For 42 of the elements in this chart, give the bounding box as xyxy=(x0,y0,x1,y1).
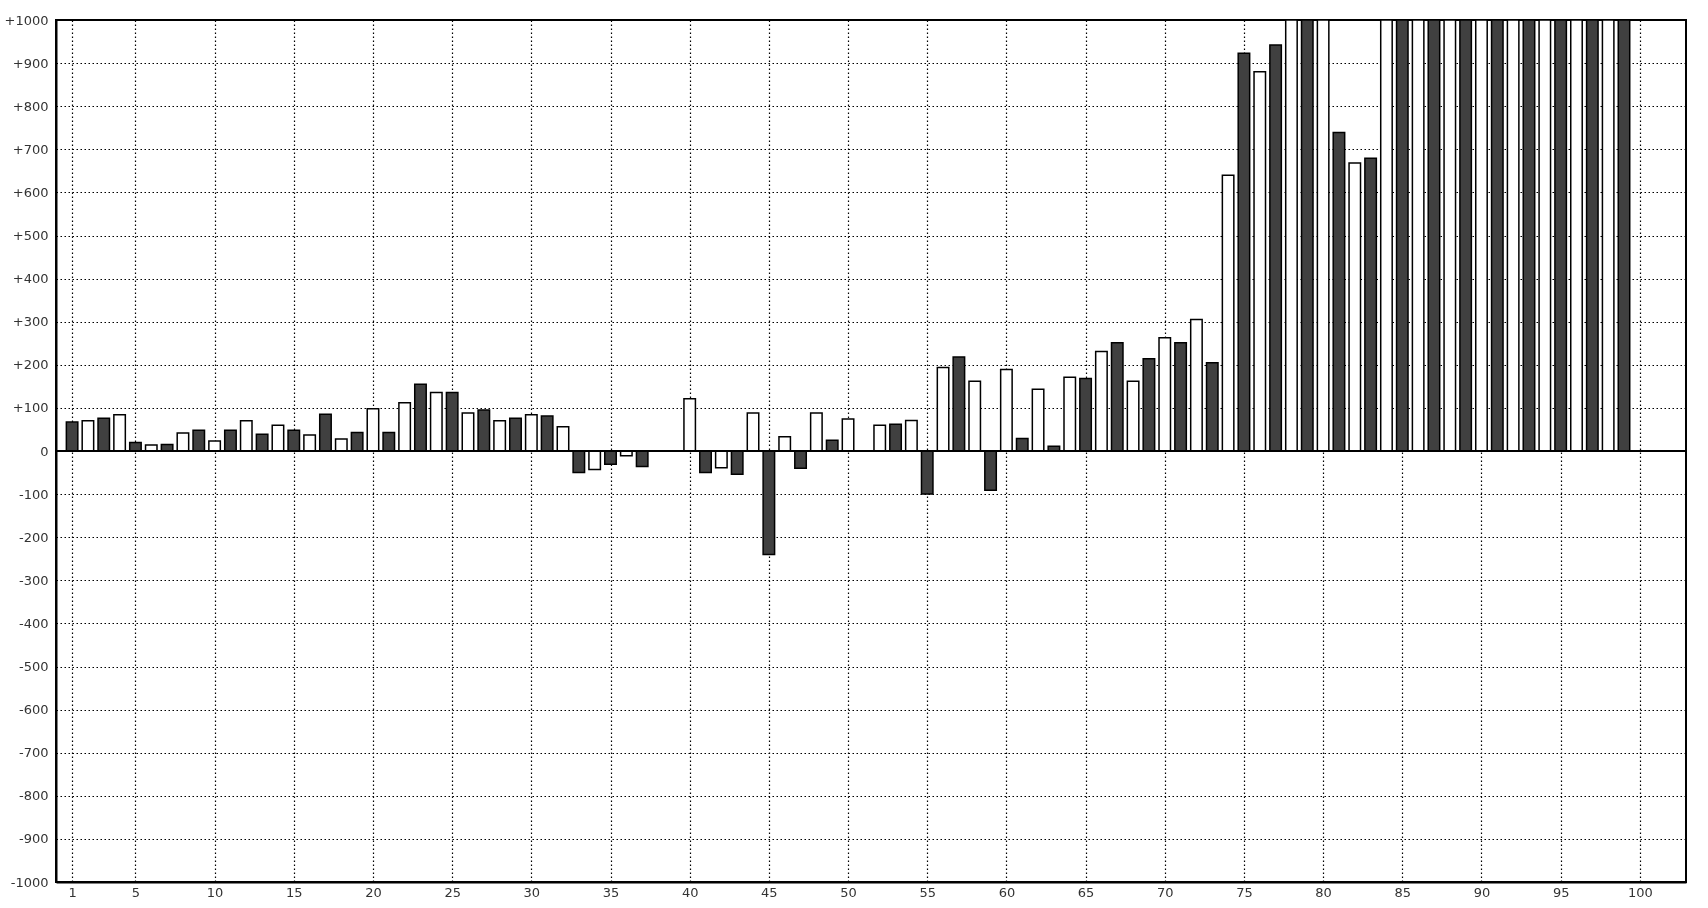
x-tick-label: 55 xyxy=(919,884,936,900)
y-tick-label: -100 xyxy=(18,486,49,502)
y-tick-label: -200 xyxy=(18,529,49,545)
x-tick-label: 35 xyxy=(602,884,620,900)
x-tick-label: 30 xyxy=(523,884,541,900)
y-tick-label: +800 xyxy=(12,98,49,114)
x-tick-label: 65 xyxy=(1077,884,1095,900)
x-tick-label: 75 xyxy=(1236,884,1253,900)
x-tick-label: 25 xyxy=(444,884,461,900)
x-tick-label: 15 xyxy=(286,884,303,900)
y-tick-label: -900 xyxy=(18,831,49,847)
x-tick-label: 60 xyxy=(998,884,1016,900)
y-tick-label: -400 xyxy=(18,615,49,631)
y-tick-label: +100 xyxy=(12,400,49,416)
y-tick-label: +1000 xyxy=(4,12,49,28)
x-tick-label: 45 xyxy=(761,884,778,900)
y-tick-label: -500 xyxy=(18,659,49,674)
x-tick-label: 50 xyxy=(840,884,857,900)
y-tick-label: -700 xyxy=(18,745,49,761)
x-tick-label: 100 xyxy=(1627,884,1653,900)
x-tick-label: 80 xyxy=(1315,884,1332,900)
y-tick-label: -300 xyxy=(18,572,49,588)
y-tick-label: -1000 xyxy=(10,874,49,890)
x-tick-label: 70 xyxy=(1156,884,1174,900)
y-tick-label: +300 xyxy=(12,314,49,330)
y-tick-label: +700 xyxy=(12,141,49,157)
x-tick-label: 40 xyxy=(681,884,699,900)
x-tick-label: 1 xyxy=(68,884,77,900)
x-tick-label: 90 xyxy=(1473,884,1491,900)
y-tick-label: +400 xyxy=(12,271,49,287)
y-tick-label: -600 xyxy=(18,702,49,718)
y-tick-label: +500 xyxy=(12,228,49,243)
y-tick-label: +200 xyxy=(12,357,49,373)
y-tick-label: -800 xyxy=(18,788,49,804)
x-tick-label: 10 xyxy=(206,884,224,900)
y-tick-label: +600 xyxy=(12,184,49,200)
y-tick-label: +900 xyxy=(12,55,49,71)
x-tick-label: 85 xyxy=(1394,884,1412,900)
x-tick-label: 95 xyxy=(1552,884,1570,900)
y-tick-label: 0 xyxy=(40,443,49,459)
x-tick-label: 5 xyxy=(131,884,141,900)
x-tick-label: 20 xyxy=(365,884,382,900)
